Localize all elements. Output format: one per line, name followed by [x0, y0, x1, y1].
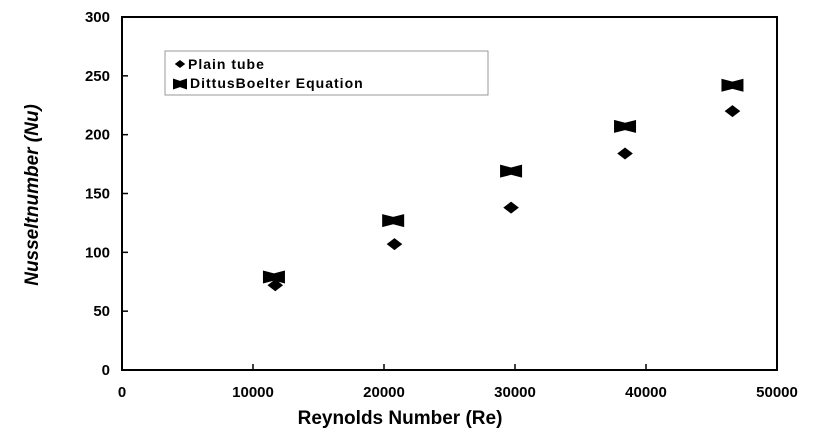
legend-label: Plain tube	[188, 56, 265, 72]
y-tick-label: 50	[93, 303, 110, 320]
data-point-dittus-boelter	[500, 164, 523, 178]
data-point-dittus-boelter	[382, 214, 405, 228]
legend-box	[164, 50, 489, 96]
y-tick-label: 250	[85, 68, 110, 85]
y-tick-label: 150	[85, 186, 110, 203]
data-point-plain-tube	[617, 147, 633, 160]
y-tick-label: 200	[85, 127, 110, 144]
data-point-dittus-boelter	[721, 78, 744, 92]
x-tick-label: 10000	[232, 384, 274, 401]
y-tick-label: 100	[85, 244, 110, 261]
x-tick-label: 20000	[363, 384, 405, 401]
legend-marker-dittus-boelter	[173, 78, 187, 90]
y-axis-title: Nusseltnumber (Nu)	[22, 104, 43, 286]
x-tick-label: 0	[118, 384, 126, 401]
legend-label: DittusBoelter Equation	[190, 75, 364, 91]
data-point-plain-tube	[503, 201, 519, 214]
x-tick-label: 50000	[756, 384, 798, 401]
data-point-plain-tube	[724, 105, 741, 118]
x-axis-title: Reynolds Number (Re)	[298, 408, 503, 429]
x-tick-label: 40000	[625, 384, 667, 401]
x-tick-label: 30000	[494, 384, 536, 401]
data-point-dittus-boelter	[614, 119, 637, 133]
y-axis: 0 50 100 150 200 250 300	[85, 9, 128, 379]
y-tick-label: 300	[85, 9, 110, 26]
data-point-plain-tube	[386, 238, 403, 251]
legend-marker-plain-tube	[174, 60, 186, 68]
y-tick-label: 0	[102, 362, 110, 379]
legend: Plain tube DittusBoelter Equation	[164, 50, 489, 96]
data-point-dittus-boelter	[262, 270, 285, 284]
x-axis: 0 10000 20000 30000 40000 50000	[118, 364, 798, 401]
data-points	[262, 78, 744, 292]
data-point-plain-tube	[267, 279, 284, 292]
